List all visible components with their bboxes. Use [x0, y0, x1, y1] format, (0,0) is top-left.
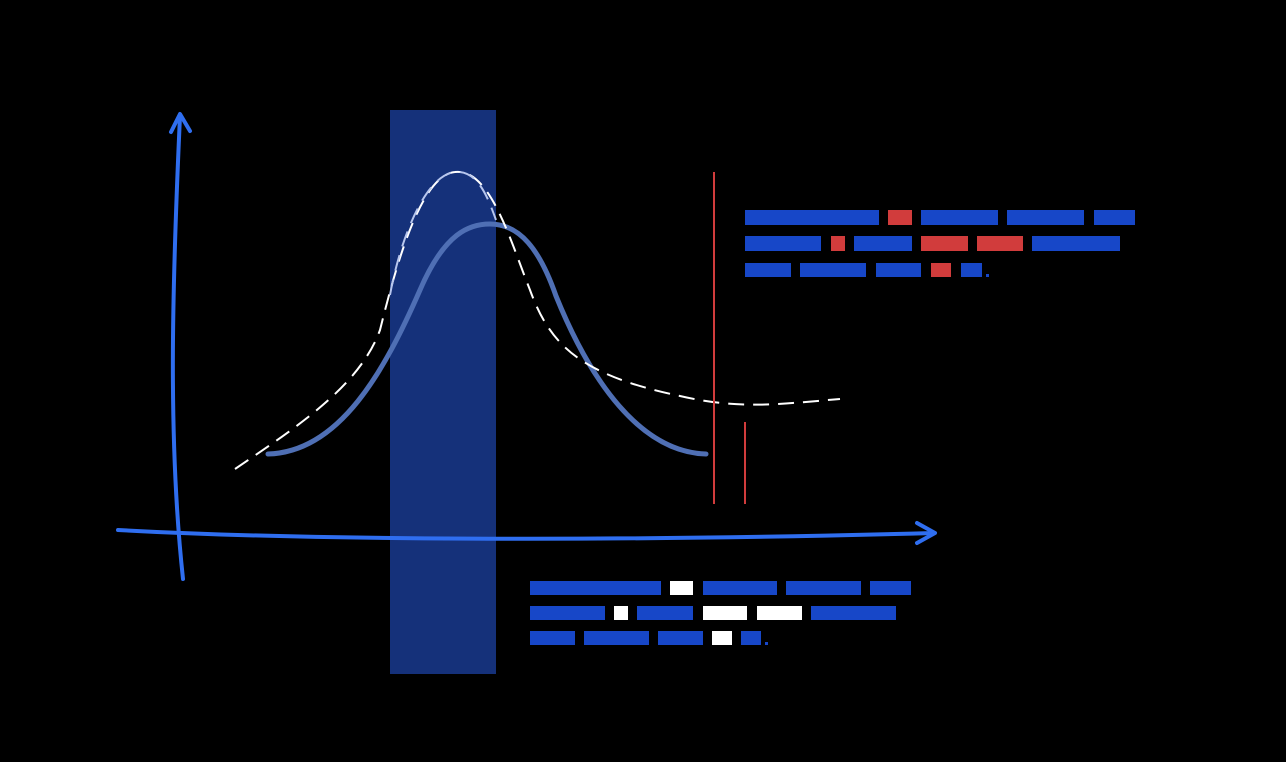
highlight-band	[390, 110, 496, 674]
text-bar	[703, 581, 777, 595]
text-bar	[1094, 210, 1135, 225]
text-bar-highlight	[888, 210, 912, 225]
x-axis	[116, 528, 936, 541]
text-bar-highlight	[614, 606, 628, 620]
text-bar-highlight	[977, 236, 1023, 251]
text-bar	[584, 631, 649, 645]
text-bar	[921, 210, 998, 225]
text-bar	[1032, 236, 1120, 251]
text-bar-highlight	[670, 581, 693, 595]
text-bar	[745, 236, 821, 251]
text-bar-highlight	[831, 236, 845, 251]
text-bar	[870, 581, 911, 595]
text-period	[765, 642, 768, 645]
text-period	[986, 274, 989, 277]
text-bar	[800, 263, 866, 277]
text-bar	[786, 581, 861, 595]
redacted-text-upper	[745, 210, 1135, 277]
dashed-curve-over-band	[389, 170, 497, 296]
text-bar	[530, 581, 661, 595]
solid-curve	[265, 221, 709, 457]
text-bar	[1007, 210, 1084, 225]
text-bar-highlight	[921, 236, 968, 251]
text-bar	[854, 236, 912, 251]
text-bar	[530, 631, 575, 645]
text-bar	[876, 263, 921, 277]
y-axis	[170, 114, 185, 581]
arrow-right-icon	[915, 521, 937, 545]
text-bar	[530, 606, 605, 620]
text-bar-highlight	[703, 606, 747, 620]
text-bar-highlight	[931, 263, 951, 277]
text-bar	[745, 263, 791, 277]
text-bar-highlight	[712, 631, 732, 645]
arrow-up-icon	[169, 112, 192, 134]
redacted-text-lower	[530, 581, 911, 645]
text-bar	[658, 631, 703, 645]
text-bar	[745, 210, 879, 225]
text-bar	[637, 606, 693, 620]
text-bar-highlight	[757, 606, 802, 620]
text-bar	[811, 606, 896, 620]
text-bar	[961, 263, 982, 277]
dashed-curve	[234, 170, 841, 470]
text-bar	[741, 631, 761, 645]
